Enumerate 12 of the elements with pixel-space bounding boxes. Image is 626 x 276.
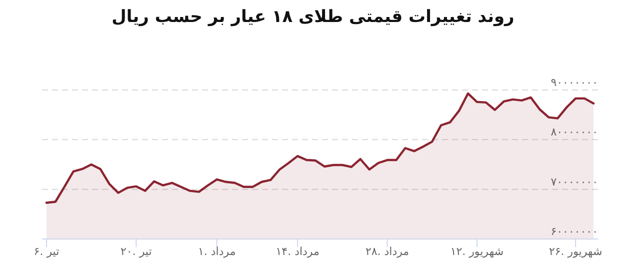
x-tick-label: ۲۸. مرداد — [365, 245, 410, 258]
x-tick-label: ۲۶. شهریور — [548, 245, 602, 258]
x-tick-label: ۶. تیر — [34, 245, 60, 258]
x-tick-label: ۱۴. مرداد — [276, 245, 320, 258]
y-tick-label: ۷۰۰۰۰۰۰۰ — [550, 175, 598, 188]
x-tick-label: ۲۰. تیر — [120, 245, 152, 258]
x-tick-label: ۱. مرداد — [198, 245, 236, 258]
x-tick-label: ۱۲. شهریور — [450, 245, 504, 258]
chart-title: روند تغییرات قیمتی طلای ۱۸ عیار بر حسب ریال — [112, 7, 514, 27]
y-tick-label: ۹۰۰۰۰۰۰۰ — [550, 76, 598, 89]
y-tick-label: ۸۰۰۰۰۰۰۰ — [550, 126, 598, 139]
y-tick-label: ۶۰۰۰۰۰۰۰ — [550, 225, 598, 238]
